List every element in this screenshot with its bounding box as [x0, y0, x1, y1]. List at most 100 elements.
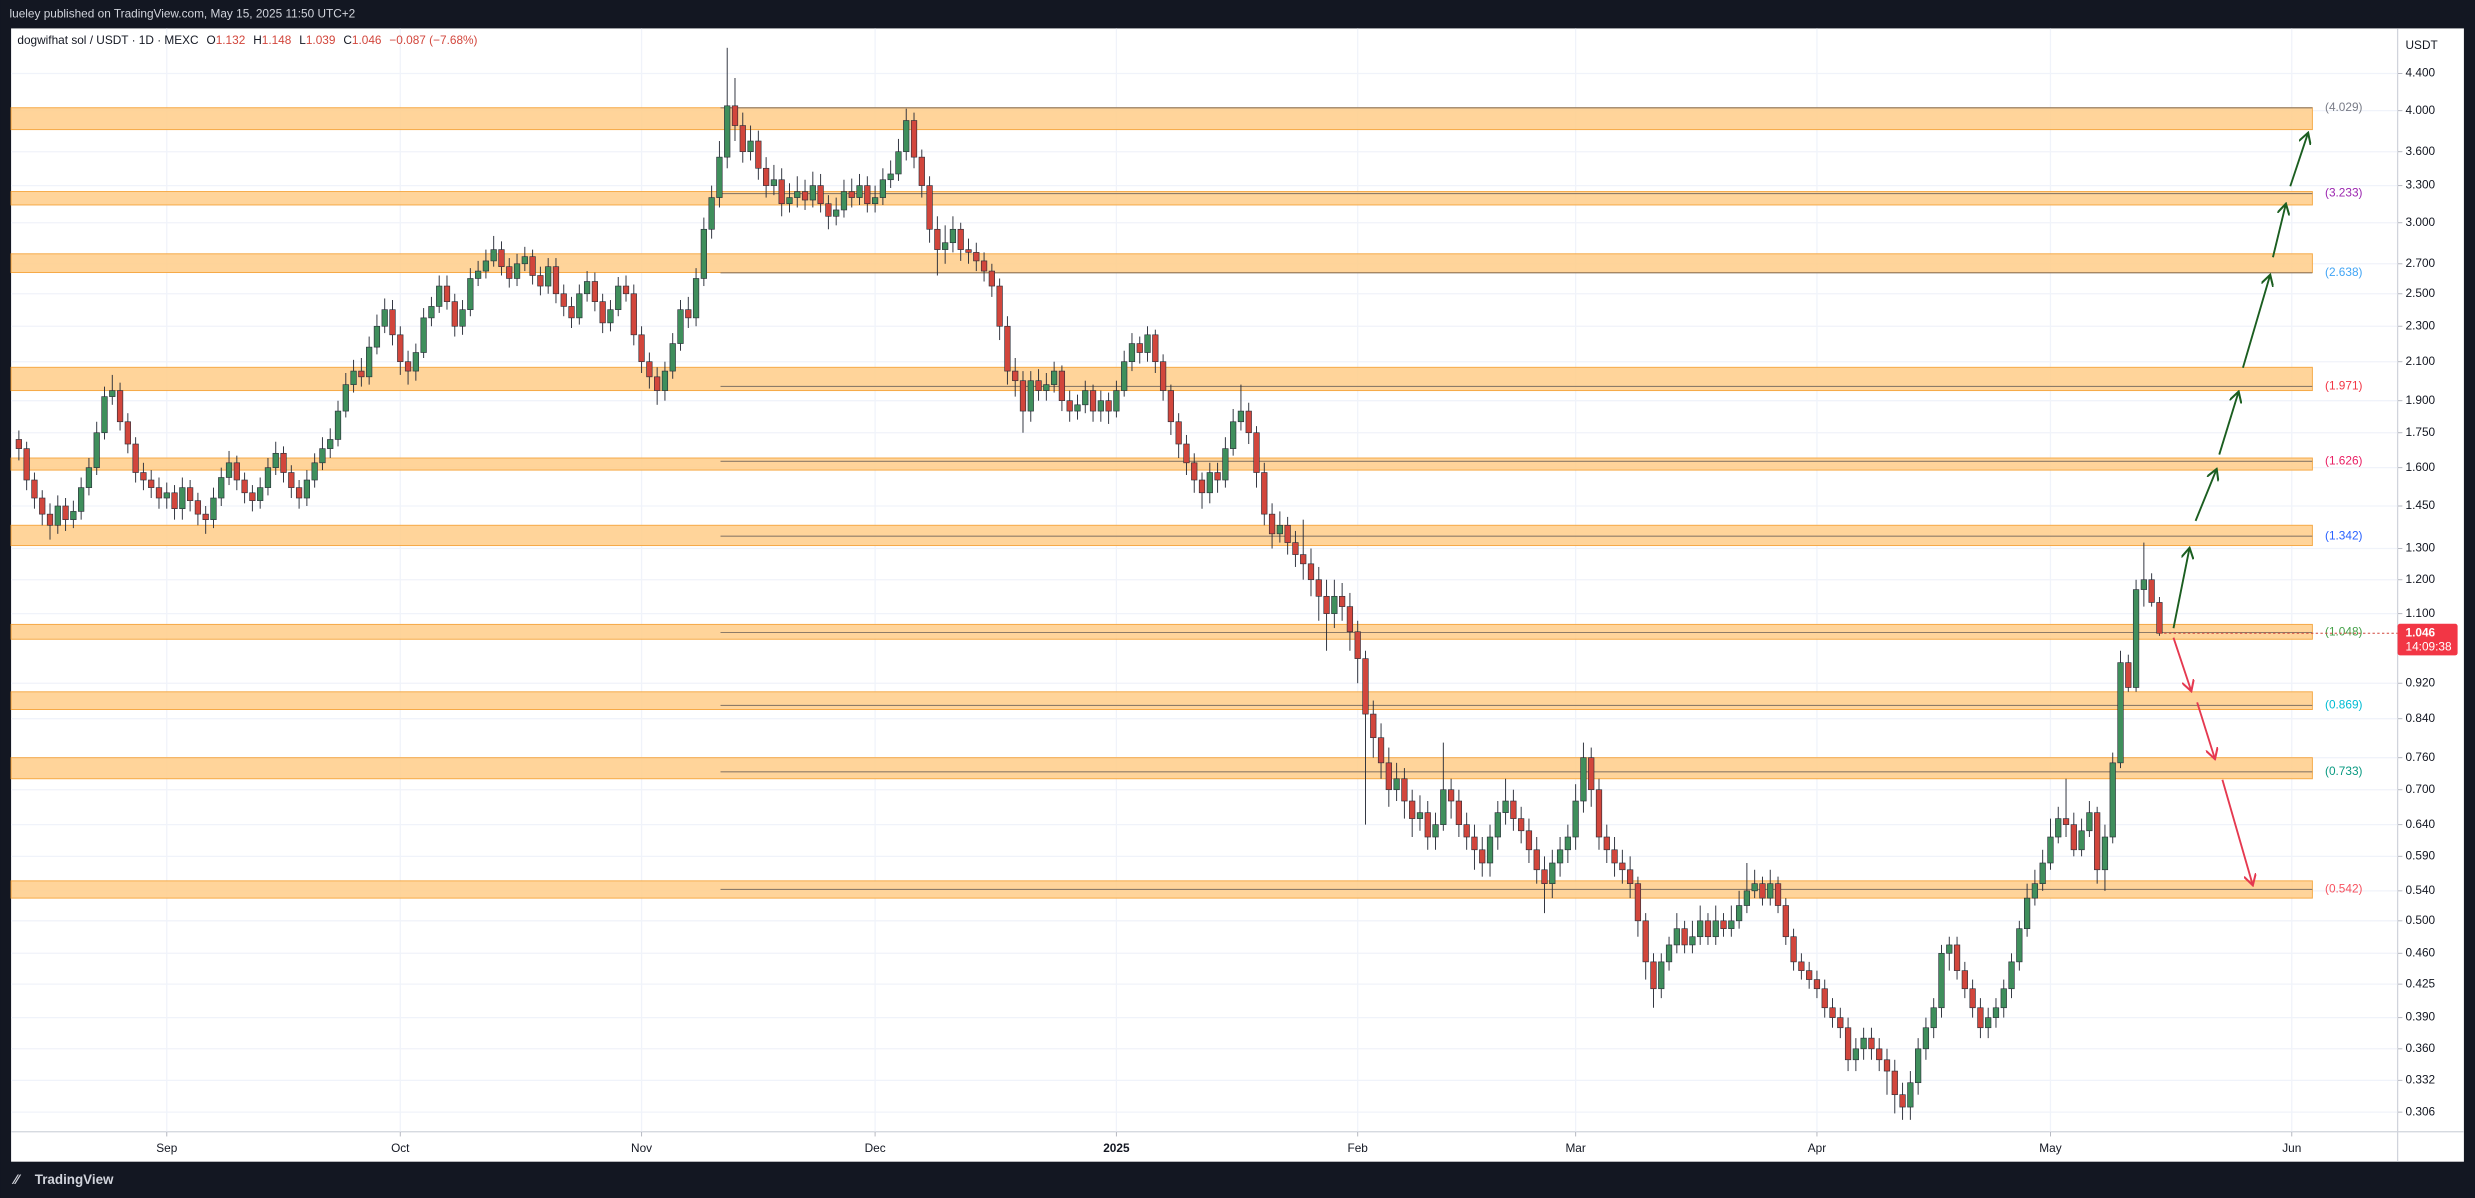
candle-body: [1977, 1007, 1984, 1029]
candle-body: [93, 432, 100, 468]
candle-body: [1829, 1007, 1836, 1018]
candle-body: [934, 228, 941, 250]
candle-body: [1004, 325, 1011, 372]
candle-body: [537, 275, 544, 287]
candle-body: [1549, 862, 1556, 884]
candle-body: [85, 467, 93, 488]
candle-body: [1385, 762, 1392, 791]
candle-body: [334, 410, 342, 440]
candle-body: [1105, 400, 1112, 412]
candle-body: [202, 513, 209, 520]
candle-body: [1222, 448, 1229, 481]
candle-body: [280, 452, 287, 473]
candle-body: [685, 309, 692, 319]
chart-area: [11, 28, 2464, 1162]
candle-body: [2148, 579, 2155, 603]
candle-body: [1097, 400, 1104, 412]
candle-body: [257, 487, 264, 501]
candle-body: [2125, 662, 2132, 688]
candle-body: [1852, 1048, 1859, 1061]
candle-body: [1121, 361, 1128, 391]
y-tick-label: 2.700: [2406, 256, 2436, 270]
candle-body: [980, 260, 988, 272]
candle-body: [148, 479, 155, 488]
candle-body: [576, 293, 583, 319]
candle-body: [397, 334, 404, 363]
zone-level-label: (1.626): [2325, 453, 2363, 467]
candle-body: [1455, 800, 1463, 825]
candle-body: [965, 249, 972, 253]
candle-body: [646, 361, 653, 378]
candle-body: [249, 492, 256, 501]
candle-body: [1409, 800, 1416, 819]
candle-body: [1899, 1094, 1906, 1108]
up-arrow: [2194, 470, 2217, 522]
up-arrow: [2242, 276, 2270, 369]
candle-body: [747, 140, 754, 153]
candle-body: [1323, 595, 1330, 614]
ohlc-key: L: [299, 33, 306, 47]
candle-body: [560, 293, 567, 307]
candle-body: [2132, 589, 2140, 688]
y-tick-label: 0.920: [2406, 675, 2436, 689]
candle-body: [591, 281, 598, 302]
candle-body: [957, 228, 964, 250]
candle-body: [1012, 370, 1019, 382]
candle-body: [763, 167, 770, 186]
candle-body: [770, 179, 778, 186]
y-tick-label: 0.700: [2406, 782, 2436, 796]
y-tick-label: 0.460: [2406, 945, 2436, 959]
candle-body: [879, 179, 886, 198]
candle-body: [420, 317, 427, 353]
candle-body: [1681, 928, 1688, 946]
candle-body: [1876, 1048, 1883, 1061]
candle-body: [1144, 334, 1151, 353]
currency-label: USDT: [2406, 38, 2438, 52]
candle-body: [1276, 524, 1283, 535]
candle-body: [1767, 883, 1774, 899]
candle-body: [1720, 920, 1727, 930]
candle-body: [1315, 579, 1322, 597]
candle-body: [677, 309, 684, 344]
candle-body: [529, 256, 536, 276]
candle-body: [1089, 390, 1097, 412]
candle-body: [1167, 390, 1175, 423]
candle-body: [1689, 936, 1696, 946]
change: −0.087 (−7.68%): [389, 33, 477, 47]
candle-body: [903, 120, 910, 153]
candle-body: [225, 462, 233, 478]
candle-body: [1938, 952, 1945, 1009]
candle-body: [490, 249, 497, 262]
candle-body: [988, 270, 995, 287]
candle-body: [1346, 606, 1354, 633]
y-tick-label: 1.100: [2406, 606, 2436, 620]
candle-body: [15, 439, 22, 449]
ohlc-value: 1.039: [306, 33, 336, 47]
candle-body: [1191, 462, 1198, 481]
candle-body: [2094, 812, 2101, 871]
candle-body: [116, 390, 124, 423]
candle-body: [926, 185, 933, 230]
zone-band: [10, 191, 2313, 206]
candle-body: [942, 242, 949, 250]
candle-body: [358, 370, 365, 378]
candle-body: [1479, 849, 1486, 864]
candle-body: [1136, 343, 1143, 353]
candle-body: [1339, 595, 1346, 607]
candle-body: [1082, 390, 1089, 406]
candle-body: [54, 505, 61, 526]
candle-body: [264, 467, 272, 488]
down-arrow: [2221, 779, 2252, 884]
zone-band: [10, 457, 2313, 471]
candle-body: [70, 511, 77, 520]
candle-body: [1494, 812, 1501, 838]
candle-body: [2101, 836, 2109, 871]
candle-body: [1860, 1037, 1867, 1050]
x-tick-label: 2025: [1103, 1141, 1130, 1155]
y-tick-label: 2.100: [2406, 354, 2436, 368]
candle-body: [1837, 1017, 1844, 1029]
x-tick-label: Mar: [1565, 1141, 1585, 1155]
ohlc-key: C: [343, 33, 352, 47]
candle-body: [2047, 836, 2054, 864]
